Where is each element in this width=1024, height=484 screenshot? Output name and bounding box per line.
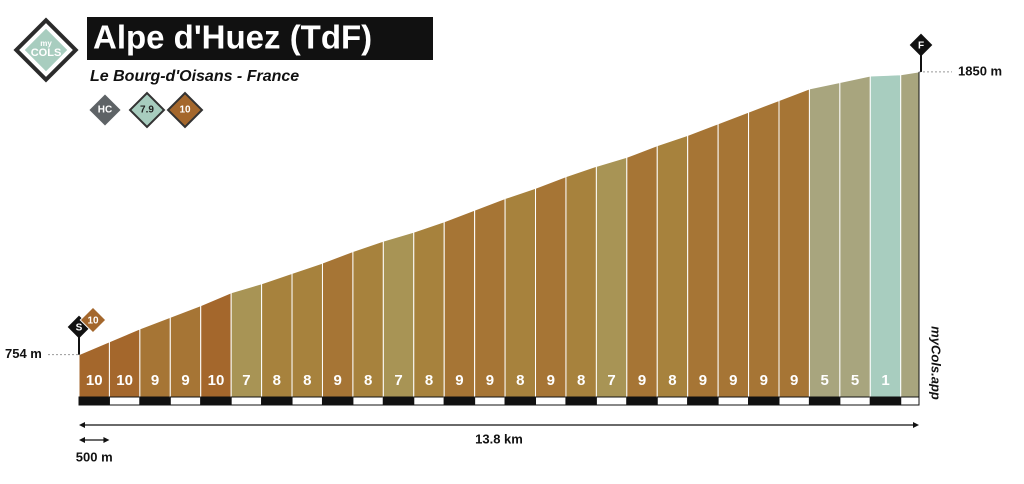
plot: 10 10 9 9 10 7 8 8 9 8 7 8 9 9 8 9 8 7 9 8 9 9 9 9 5 5 1 754 m 1850 …: [5, 33, 1002, 464]
gradient-label: 5: [820, 372, 828, 389]
badge: 10: [179, 105, 191, 116]
segment: [748, 99, 780, 398]
gradient-label: 9: [790, 372, 798, 389]
gradient-label: 8: [425, 372, 433, 389]
scale-stripe: [200, 396, 232, 406]
gradient-label: 10: [116, 372, 133, 389]
scale-stripe: [748, 396, 780, 406]
subtitle: Le Bourg-d'Oisans - France: [90, 68, 299, 85]
gradient-label: 5: [851, 372, 859, 389]
logo-bottom: COLS: [31, 47, 62, 59]
segment: [504, 187, 537, 398]
logo: my COLS: [13, 17, 79, 83]
start-elevation: 754 m: [5, 346, 42, 361]
gradient-label: 8: [577, 372, 585, 389]
segment: [565, 165, 597, 398]
scale-stripe: [687, 396, 719, 406]
gradient-label: 9: [334, 372, 342, 389]
start-label: S: [76, 323, 83, 334]
brand: myCols.app: [929, 326, 944, 400]
gradient-label: 9: [760, 372, 768, 389]
segment: [413, 221, 445, 398]
scale-stripe: [413, 396, 445, 406]
segment: [474, 197, 506, 398]
scale-stripe: [656, 396, 689, 406]
gradient-label: 7: [607, 372, 615, 389]
gradient-label: 7: [242, 372, 250, 389]
gradient-label: 8: [364, 372, 372, 389]
scale-stripe: [169, 396, 202, 406]
gradient-label: 8: [516, 372, 524, 389]
scale-label: 500 m: [76, 449, 113, 464]
scale-stripe: [778, 396, 810, 406]
badges: HC 7.9 10: [86, 91, 204, 129]
scale-stripe: [230, 396, 263, 406]
segment: [595, 156, 628, 398]
scale-stripe: [352, 396, 384, 406]
scale-stripe: [565, 396, 597, 406]
gradient-label: 10: [208, 372, 225, 389]
badge: 7.9: [140, 105, 154, 116]
scale-stripe: [869, 396, 902, 406]
gradient-label: 8: [668, 372, 676, 389]
gradient-label: 10: [86, 372, 103, 389]
scale-stripe: [108, 396, 141, 406]
scale-stripe: [321, 396, 354, 406]
segment: [535, 175, 567, 398]
scale-stripe: [78, 396, 110, 406]
segment: [687, 123, 719, 398]
segment: [443, 209, 476, 398]
gradient-label: 9: [455, 372, 463, 389]
gradient-label: 9: [729, 372, 737, 389]
scale-stripe: [504, 396, 537, 406]
scale-stripe: [626, 396, 658, 406]
logo-top: my: [40, 39, 52, 48]
scale-stripe: [382, 396, 415, 406]
scale-stripe: [443, 396, 476, 406]
badge: HC: [98, 105, 112, 116]
gradient-label: 9: [547, 372, 555, 389]
scale-stripe: [839, 396, 871, 406]
logo-fill: [24, 28, 68, 72]
scale-stripe: [261, 396, 293, 406]
gradient-label: 9: [699, 372, 707, 389]
scale-stripe: [595, 396, 628, 406]
segment: [900, 71, 920, 398]
gradient-label: 8: [273, 372, 281, 389]
scale-stripe: [535, 396, 567, 406]
gradient-label: 9: [151, 372, 159, 389]
finish-label: F: [918, 41, 924, 52]
title-box: [87, 17, 433, 60]
segment: [869, 74, 902, 398]
badge-bg: [166, 91, 204, 129]
scale-stripe: [139, 396, 171, 406]
badge-bg: [86, 91, 124, 129]
segment: [656, 134, 689, 398]
segment: [839, 75, 871, 398]
badge-bg: [128, 91, 166, 129]
gradient-label: 9: [486, 372, 494, 389]
gradient-label: 9: [638, 372, 646, 389]
scale-stripe: [474, 396, 506, 406]
distance-label: 13.8 km: [475, 431, 523, 446]
gradient-label: 9: [181, 372, 189, 389]
scale-stripe: [291, 396, 323, 406]
segment: [717, 111, 750, 398]
start-badge: [79, 306, 107, 334]
end-elevation: 1850 m: [958, 63, 1002, 78]
title: Alpe d'Huez (TdF): [93, 19, 372, 56]
scale-stripe: [808, 396, 841, 406]
segment: [626, 144, 658, 398]
gradient-label: 7: [394, 372, 402, 389]
scale-stripe: [900, 396, 920, 406]
start-badge-label: 10: [87, 316, 99, 327]
segment: [778, 88, 810, 398]
gradient-label: 1: [881, 372, 889, 389]
gradient-label: 8: [303, 372, 311, 389]
scale-stripe: [717, 396, 750, 406]
segment: [808, 81, 841, 398]
